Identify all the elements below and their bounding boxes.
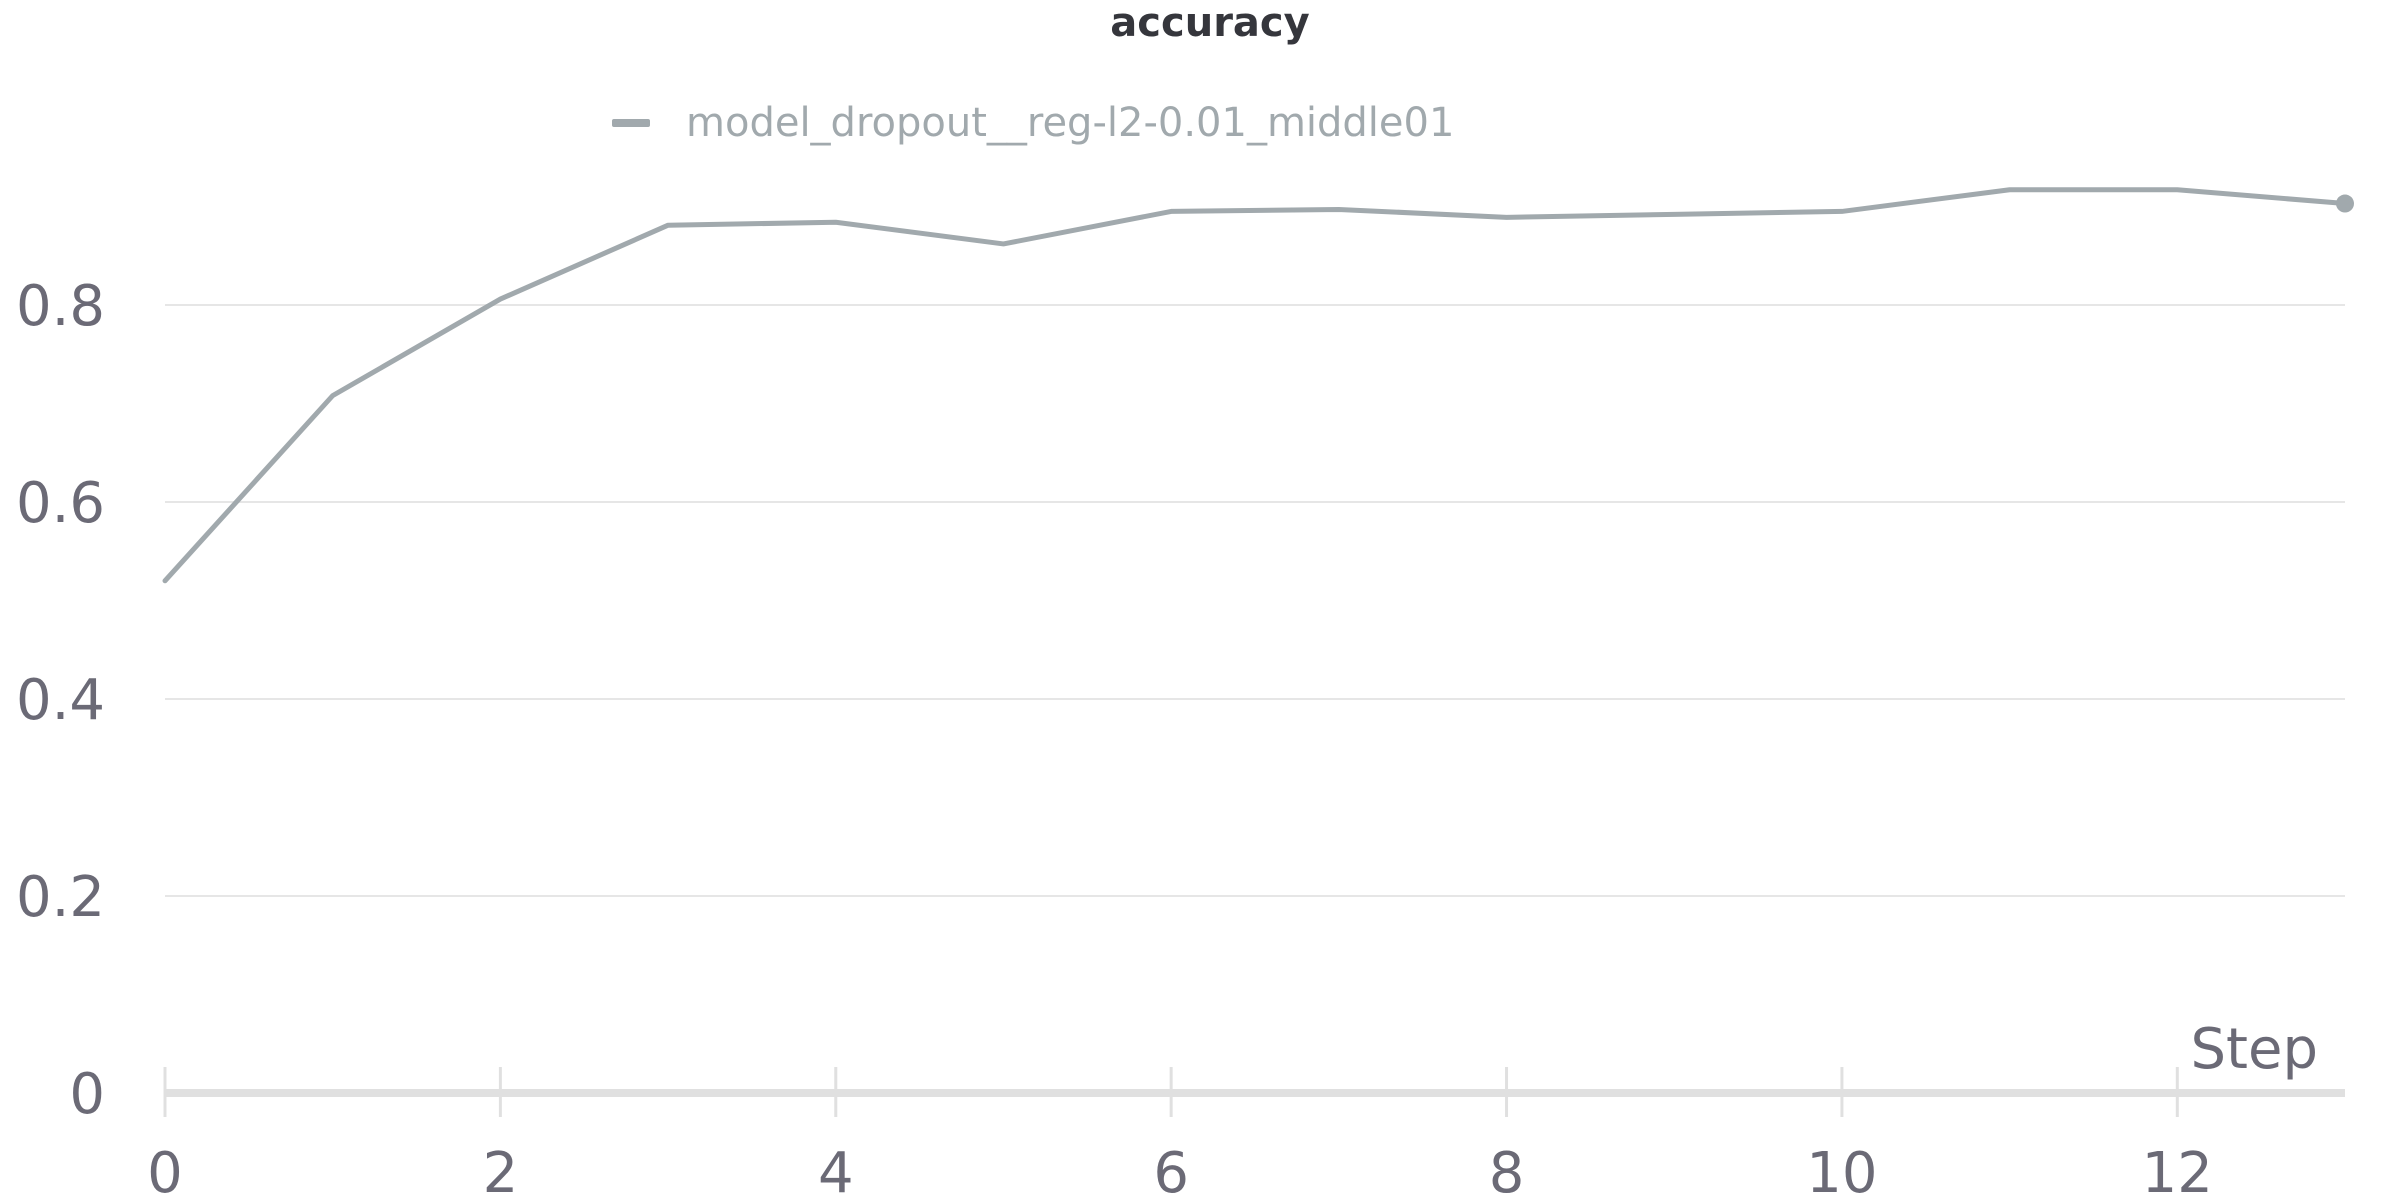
series-line (162, 187, 2348, 584)
y-tick-label: 0 (69, 1062, 105, 1127)
x-tick-label: 0 (147, 1141, 183, 1200)
x-tick-label: 8 (1489, 1141, 1525, 1200)
y-tick-label: 0.6 (16, 471, 105, 536)
x-tick-label: 4 (818, 1141, 854, 1200)
legend[interactable]: model_dropout__reg-l2-0.01_middle01 (612, 100, 1454, 146)
x-axis-label: Step (2190, 1017, 2318, 1082)
series-end-marker (2336, 194, 2354, 213)
legend-label: model_dropout__reg-l2-0.01_middle01 (686, 100, 1454, 146)
chart-title: accuracy (1110, 0, 1309, 46)
x-tick-label: 12 (2142, 1141, 2213, 1200)
y-tick-label: 0.4 (16, 668, 105, 733)
x-tick-label: 10 (1806, 1141, 1877, 1200)
grid-lines (165, 304, 2345, 897)
y-axis-tick-labels: 0 0.2 0.4 0.6 0.8 (16, 274, 105, 1127)
x-axis (163, 1067, 2345, 1117)
x-tick-label: 6 (1153, 1141, 1189, 1200)
legend-swatch (612, 119, 650, 127)
y-tick-label: 0.8 (16, 274, 105, 339)
x-axis-tick-labels: 0 2 4 6 8 10 12 (147, 1141, 2213, 1200)
x-tick-label: 2 (483, 1141, 519, 1200)
y-tick-label: 0.2 (16, 865, 105, 930)
series-lines (162, 187, 2354, 584)
